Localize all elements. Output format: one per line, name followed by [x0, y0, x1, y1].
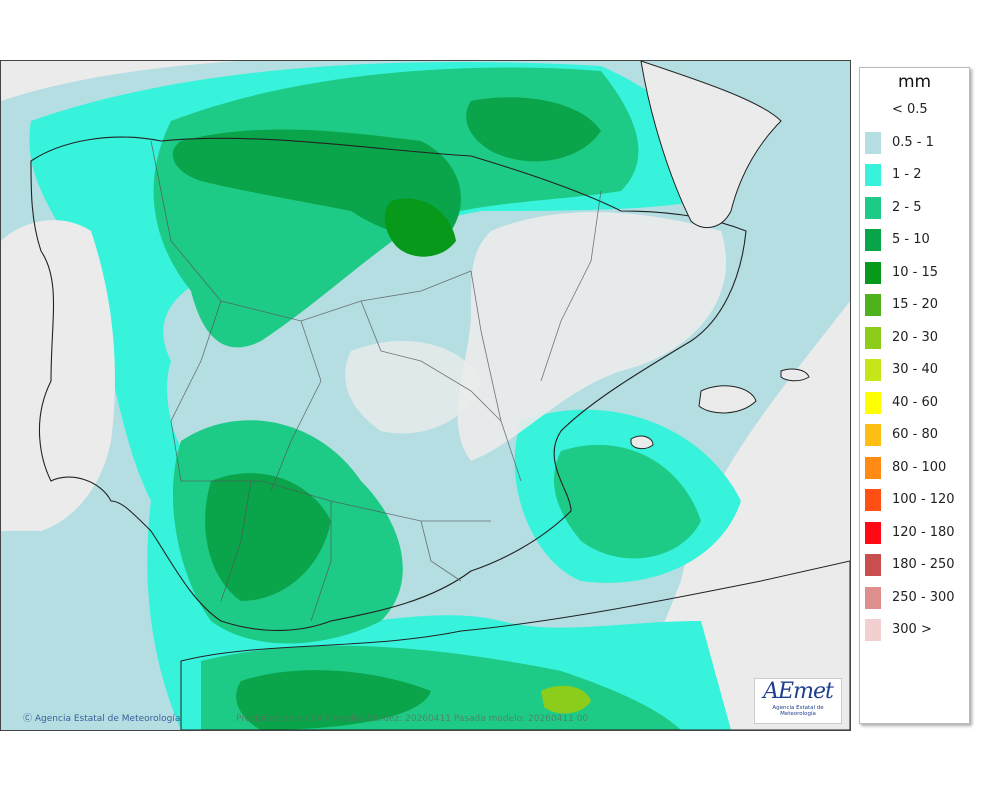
precipitation-map[interactable]: Ⓒ Agencia Estatal de Meteorología Precip…: [0, 60, 851, 731]
legend-swatch: [865, 359, 881, 381]
legend-label: 250 - 300: [892, 589, 955, 605]
legend-item: 250 - 300: [864, 586, 964, 609]
precip-core-basque: [384, 198, 456, 257]
precip-core-yellowgreen: [541, 685, 591, 714]
legend-item: 180 - 250: [864, 554, 964, 576]
menorca-island: [780, 368, 810, 382]
legend-label: 0.5 - 1: [892, 134, 934, 150]
agency-credit: Ⓒ Agencia Estatal de Meteorología: [23, 711, 180, 724]
legend-label: 120 - 180: [892, 524, 955, 540]
legend-item: 300 >: [864, 619, 964, 641]
legend-swatch: [865, 196, 881, 219]
legend-item: 0.5 - 1: [864, 131, 964, 154]
legend-swatch: [865, 326, 881, 349]
legend-item: 10 - 15: [864, 261, 964, 284]
legend-item: 15 - 20: [864, 294, 964, 316]
precip-core-andalusia: [205, 473, 331, 601]
legend-label: 300 >: [892, 622, 932, 637]
legend-label: 100 - 120: [892, 492, 955, 507]
legend-swatch: [865, 619, 881, 641]
legend-swatch: [865, 456, 881, 479]
france-coast: [640, 61, 782, 229]
logo-wordmark: AEmet: [763, 679, 834, 704]
validity-note: Precipitación en 24 h media. Validez: 20…: [236, 714, 589, 724]
legend-swatch: [865, 294, 881, 316]
legend-swatch: [865, 521, 881, 544]
legend-item: 120 - 180: [864, 521, 964, 544]
logo-subtitle: Agencia Estatal de Meteorología: [772, 705, 824, 717]
legend-item: 30 - 40: [864, 359, 964, 381]
legend-label: 2 - 5: [892, 199, 922, 215]
legend-item: 80 - 100: [864, 456, 964, 479]
legend-swatch: [865, 586, 881, 609]
legend-label: 20 - 30: [892, 329, 939, 345]
north-africa-coastline: [180, 560, 850, 730]
legend-label: 40 - 60: [892, 394, 939, 410]
iberia-coastline: [30, 136, 747, 632]
legend-swatch: [865, 261, 881, 284]
legend-item: 5 - 10: [864, 229, 964, 251]
legend-label: 5 - 10: [892, 232, 930, 247]
legend-item: 2 - 5: [864, 196, 964, 219]
legend-swatch: [865, 391, 881, 414]
legend-item: 40 - 60: [864, 391, 964, 414]
legend-item: < 0.5: [864, 99, 964, 121]
legend-unit: mm: [897, 72, 932, 92]
region-borders: [150, 140, 602, 622]
legend-label: 30 - 40: [892, 362, 939, 377]
legend-label: 15 - 20: [892, 297, 939, 312]
legend-swatch: [865, 99, 881, 121]
dry-area-portugal: [1, 220, 115, 531]
legend-swatch: [865, 554, 881, 576]
legend-label: 80 - 100: [892, 459, 947, 475]
dry-area-center: [345, 341, 481, 434]
credit-text: Agencia Estatal de Meteorología: [34, 714, 181, 724]
precipitation-legend: mm < 0.5 0.5 - 1 1 - 2 2 - 5 5 - 10 10 - 15 15…: [859, 67, 970, 724]
legend-swatch: [865, 131, 881, 154]
aemet-logo: AEmet Agencia Estatal de Meteorología: [754, 678, 842, 724]
ibiza-island: [630, 435, 654, 450]
legend-label: < 0.5: [892, 102, 928, 117]
legend-label: 60 - 80: [892, 427, 939, 442]
copyright-icon: Ⓒ: [23, 714, 33, 724]
legend-item: 1 - 2: [864, 164, 964, 186]
legend-swatch: [865, 164, 881, 186]
legend-swatch: [865, 489, 881, 511]
map-canvas: [1, 61, 850, 730]
legend-label: 180 - 250: [892, 557, 955, 572]
mallorca-island: [698, 385, 757, 414]
legend-item: 100 - 120: [864, 489, 964, 511]
legend-label: 10 - 15: [892, 264, 939, 280]
precip-core-bay-of-biscay: [466, 97, 601, 162]
legend-item: 20 - 30: [864, 326, 964, 349]
legend-swatch: [865, 424, 881, 446]
precip-area-green-east: [553, 444, 701, 559]
precip-core-alboran: [236, 670, 431, 730]
legend-item: 60 - 80: [864, 424, 964, 446]
dry-area-east: [457, 212, 727, 461]
legend-label: 1 - 2: [892, 167, 922, 182]
legend-swatch: [865, 229, 881, 251]
